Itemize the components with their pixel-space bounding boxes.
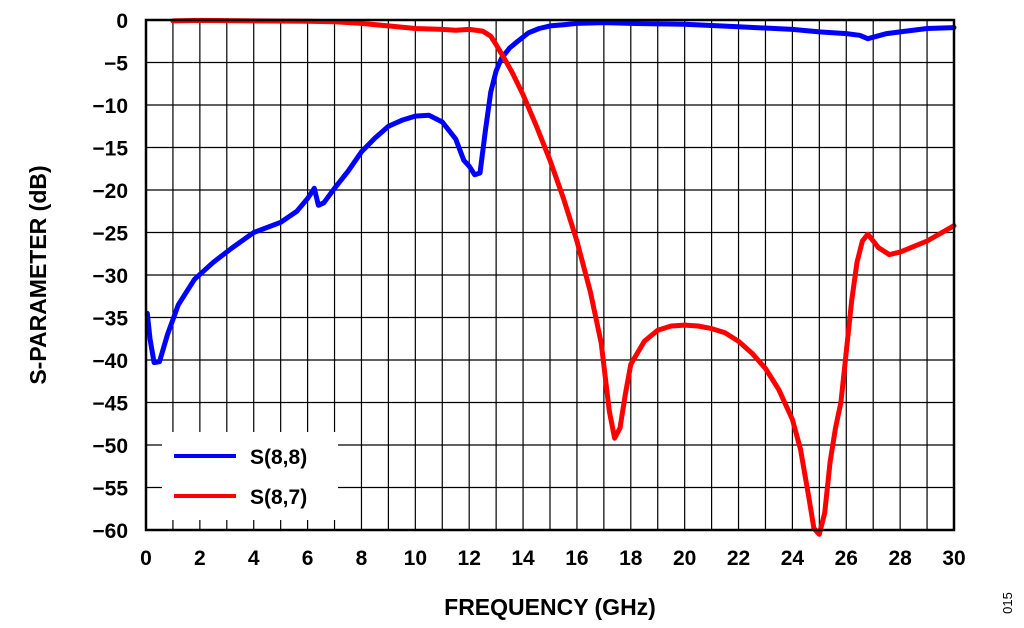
x-tick-label: 14 <box>511 547 535 570</box>
series-layer <box>144 17 957 537</box>
legend-box <box>162 432 338 520</box>
y-tick-label: −25 <box>92 223 128 246</box>
y-tick-label: −60 <box>92 520 128 543</box>
y-tick-label: −5 <box>104 53 128 76</box>
legend: S(8,8) S(8,7) <box>162 432 338 520</box>
x-axis-title: FREQUENCY (GHz) <box>444 594 656 620</box>
y-tick-label: −55 <box>92 478 128 501</box>
legend-label-s87: S(8,7) <box>250 486 307 509</box>
x-tick-label: 12 <box>458 547 481 570</box>
y-tick-label: −40 <box>92 350 128 373</box>
grid <box>145 19 955 531</box>
y-tick-label: −10 <box>92 95 128 118</box>
x-tick-label: 8 <box>356 547 368 570</box>
series-line-0 <box>144 20 957 366</box>
x-tick-label: 6 <box>302 547 314 570</box>
plot-frame <box>144 18 956 532</box>
x-tick-label: 2 <box>194 547 206 570</box>
y-tick-labels: 0 −5 −10 −15 −20 −25 −30 −35 −40 −45 −50 −55 −60 <box>92 10 128 543</box>
legend-label-s88: S(8,8) <box>250 446 307 469</box>
y-tick-label: −50 <box>92 435 128 458</box>
x-tick-label: 30 <box>942 547 965 570</box>
y-tick-label: −15 <box>92 138 128 161</box>
x-tick-label: 18 <box>619 547 643 570</box>
y-tick-label: 0 <box>116 10 128 33</box>
x-tick-label: 26 <box>835 547 858 570</box>
x-tick-label: 20 <box>673 547 696 570</box>
y-tick-label: −35 <box>92 308 128 331</box>
y-tick-label: −45 <box>92 393 128 416</box>
x-tick-label: 10 <box>404 547 427 570</box>
x-tick-label: 22 <box>727 547 750 570</box>
x-tick-label: 4 <box>248 547 260 570</box>
y-tick-label: −30 <box>92 265 128 288</box>
y-tick-label: −20 <box>92 180 128 203</box>
x-tick-labels: 0 2 4 6 8 10 12 14 16 18 20 22 24 26 28 30 <box>140 547 966 570</box>
x-tick-label: 16 <box>565 547 588 570</box>
series-line-1 <box>170 17 957 537</box>
figure-id: 015 <box>1000 592 1015 614</box>
y-axis-title: S-PARAMETER (dB) <box>25 165 51 384</box>
x-tick-label: 28 <box>888 547 912 570</box>
x-tick-label: 24 <box>781 547 805 570</box>
x-tick-label: 0 <box>140 547 152 570</box>
